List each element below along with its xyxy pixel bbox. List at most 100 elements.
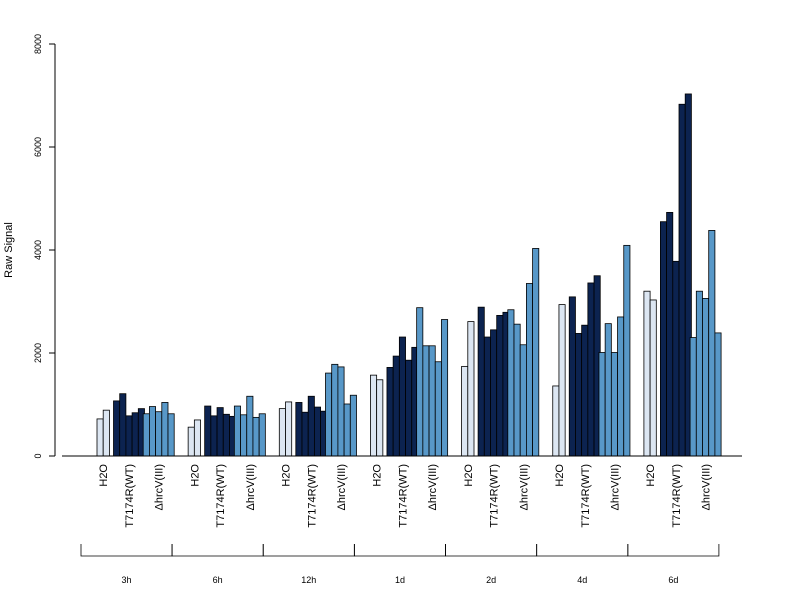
y-tick-label: 2000 [33, 343, 43, 363]
bar [301, 411, 309, 457]
bar [349, 394, 357, 457]
group-bracket [80, 544, 173, 557]
bar [96, 418, 104, 457]
bar [714, 332, 722, 457]
bar [617, 316, 625, 457]
bar [210, 415, 218, 457]
y-axis: 0 2000 4000 6000 8000 [33, 34, 56, 459]
condition-labels: H2O T7174R(WT) ΔhrcV(III) H2O T7174R(WT) Δhrc… [98, 464, 712, 528]
bar [428, 345, 436, 457]
bar [161, 402, 169, 457]
bar [246, 395, 254, 457]
bar [325, 372, 333, 457]
condition-label: H2O [189, 464, 201, 487]
bar [513, 323, 521, 457]
bar [307, 395, 315, 457]
bar [167, 413, 175, 457]
bar [125, 415, 133, 457]
group-bracket [262, 544, 355, 557]
bar [337, 366, 345, 457]
time-group-labels: 3h 6h 12h 1d 2d 4d 6d [80, 544, 720, 585]
bar [422, 345, 430, 457]
bar [233, 405, 241, 457]
bar [441, 319, 449, 457]
bar [204, 405, 212, 457]
group-bracket [445, 544, 537, 557]
bar [672, 260, 680, 457]
bar [278, 408, 286, 457]
bar [142, 413, 150, 457]
condition-label: T7174R(WT) [397, 464, 409, 528]
bar [295, 402, 303, 457]
bar [678, 103, 686, 457]
bar [568, 296, 576, 457]
bar [398, 336, 406, 457]
bar [258, 413, 266, 457]
condition-label: ΔhrcV(III) [427, 464, 439, 510]
group-label: 3h [121, 575, 131, 585]
condition-label: T7174R(WT) [124, 464, 136, 528]
bar [148, 406, 156, 457]
bar [376, 379, 384, 457]
bars-layer [96, 93, 722, 457]
bar [216, 407, 224, 457]
condition-label: T7174R(WT) [215, 464, 227, 528]
bar [461, 365, 469, 457]
bar [119, 393, 127, 457]
bar [477, 306, 485, 457]
bar [558, 304, 566, 457]
bar [519, 344, 527, 457]
bar [490, 329, 498, 457]
condition-label: T7174R(WT) [489, 464, 501, 528]
bar [666, 211, 674, 457]
bar [649, 299, 657, 457]
group-bracket [171, 544, 264, 557]
bar [331, 363, 339, 457]
bar [240, 414, 248, 457]
bar [193, 419, 201, 457]
bar [708, 230, 716, 457]
y-axis-label: Raw Signal [3, 222, 15, 278]
bar [370, 374, 378, 457]
bar [660, 221, 668, 457]
group-bracket [354, 544, 446, 557]
group-label: 12h [301, 575, 316, 585]
y-tick-label: 8000 [33, 34, 43, 54]
bar [587, 282, 595, 457]
bar [405, 359, 413, 457]
bar [131, 412, 139, 457]
y-tick-label: 0 [33, 453, 43, 458]
group-label: 2d [486, 575, 496, 585]
y-tick-label: 4000 [33, 240, 43, 260]
condition-label: ΔhrcV(III) [154, 464, 166, 510]
bar [155, 411, 163, 457]
bar [507, 309, 515, 457]
bar [416, 307, 424, 457]
group-label: 6h [213, 575, 223, 585]
condition-label: H2O [645, 464, 657, 487]
bar [187, 426, 195, 457]
bar [252, 416, 260, 457]
bar [313, 406, 321, 457]
condition-label: H2O [554, 464, 566, 487]
condition-label: ΔhrcV(III) [518, 464, 530, 510]
bar [689, 337, 697, 457]
bar [581, 324, 589, 457]
group-label: 1d [395, 575, 405, 585]
condition-label: T7174R(WT) [306, 464, 318, 528]
bar [483, 336, 491, 457]
condition-label: ΔhrcV(III) [701, 464, 713, 510]
bar [598, 352, 606, 457]
condition-label: T7174R(WT) [671, 464, 683, 528]
y-tick-label: 6000 [33, 137, 43, 157]
bar [575, 333, 583, 457]
bar [532, 248, 540, 457]
bar [102, 409, 110, 457]
bar [604, 323, 612, 457]
group-bracket [627, 544, 720, 557]
condition-label: ΔhrcV(III) [245, 464, 257, 510]
condition-label: H2O [281, 464, 293, 487]
condition-label: T7174R(WT) [580, 464, 592, 528]
bar [222, 413, 230, 457]
